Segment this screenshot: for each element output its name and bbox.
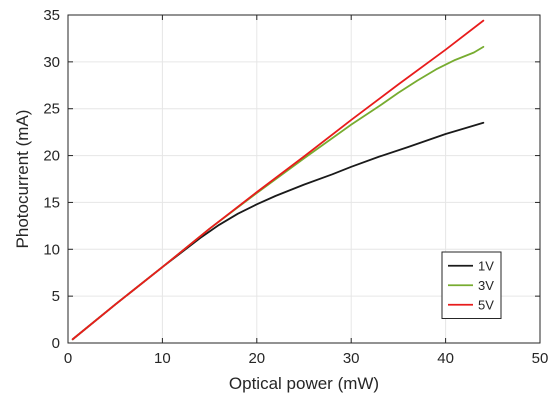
axes xyxy=(67,14,541,344)
series-line-5v xyxy=(71,19,485,341)
tick-labels: 0 10 20 30 40 50 0 5 10 15 20 25 30 35 xyxy=(43,7,548,367)
x-tick-label: 10 xyxy=(154,350,171,367)
series-lines xyxy=(71,19,485,341)
y-tick-label: 15 xyxy=(43,194,60,211)
legend-label: 3V xyxy=(478,278,494,293)
y-tick-label: 20 xyxy=(43,148,60,165)
y-tick-label: 10 xyxy=(43,241,60,258)
y-tick-label: 0 xyxy=(52,335,60,352)
legend: 1V 3V 5V xyxy=(441,251,502,319)
plot-frame xyxy=(67,14,541,344)
series-line-3v xyxy=(71,45,485,341)
x-tick-label: 0 xyxy=(64,350,72,367)
x-axis-title: Optical power (mW) xyxy=(229,374,379,393)
x-tick-label: 40 xyxy=(437,350,454,367)
x-tick-label: 30 xyxy=(343,350,360,367)
x-tick-label: 20 xyxy=(248,350,265,367)
y-tick-label: 5 xyxy=(52,288,60,305)
y-tick-label: 30 xyxy=(43,54,60,71)
legend-label: 1V xyxy=(478,258,494,273)
legend-label: 5V xyxy=(478,297,494,312)
y-axis-title: Photocurrent (mA) xyxy=(13,110,32,249)
y-tick-label: 25 xyxy=(43,101,60,118)
x-tick-label: 50 xyxy=(532,350,549,367)
y-tick-label: 35 xyxy=(43,7,60,24)
